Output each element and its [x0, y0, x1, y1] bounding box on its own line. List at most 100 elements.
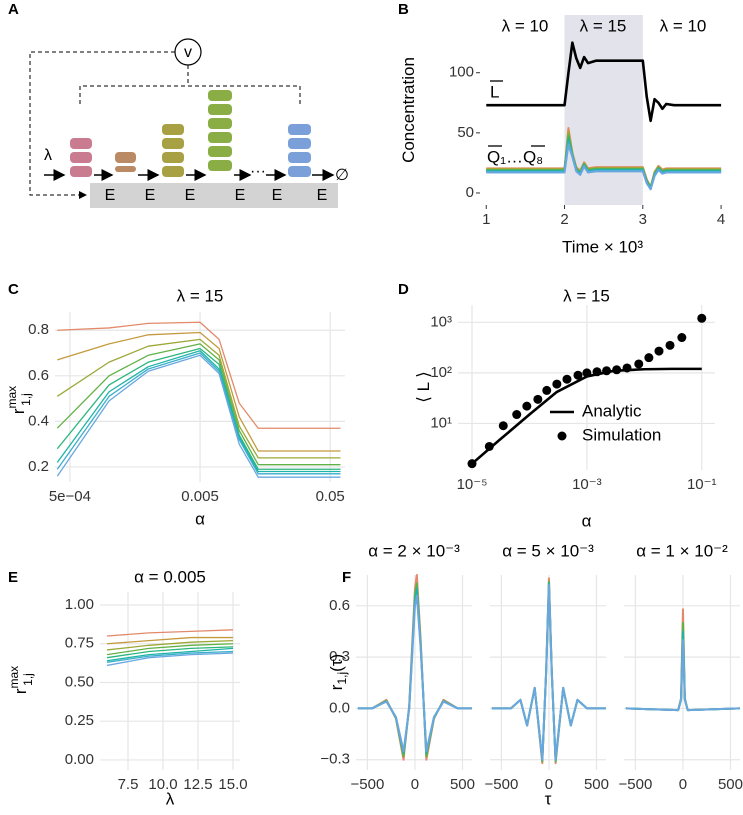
- input-label: λ: [44, 147, 52, 164]
- line: [106, 643, 234, 656]
- x-tick-label: 12.5: [183, 776, 212, 793]
- x-tick-label: 15.0: [218, 776, 247, 793]
- x-tick-label: −500: [485, 776, 519, 793]
- x-tick-label: 10⁻⁵: [457, 476, 488, 493]
- line: [106, 639, 234, 651]
- point: [522, 401, 532, 411]
- enzyme-label: E: [185, 187, 196, 204]
- line: [491, 584, 606, 761]
- diagram: v E E E E E E λ ··· ∅: [29, 38, 349, 208]
- y-tick-label: 100: [449, 64, 474, 81]
- line: [486, 41, 722, 123]
- y-axis-label: rmax1,j: [7, 666, 35, 694]
- x-tick-label: −500: [619, 776, 653, 793]
- y-tick-label: 0.25: [65, 712, 94, 729]
- chart-title: λ = 15: [563, 286, 610, 305]
- point: [582, 368, 592, 378]
- x-axis-label: α: [195, 509, 205, 528]
- panel-label: F: [342, 569, 351, 586]
- annotation: L: [490, 82, 499, 101]
- x-tick-label: 0.005: [181, 488, 219, 505]
- point: [542, 385, 552, 395]
- y-axis-label-part: max: [7, 666, 21, 689]
- line: [56, 343, 341, 466]
- x-tick-label: 4: [717, 211, 725, 228]
- line: [56, 352, 341, 475]
- x-tick-label: 500: [584, 776, 609, 793]
- y-tick-label: 0.75: [65, 635, 94, 652]
- point: [654, 346, 664, 356]
- y-axis-label-part: r: [9, 408, 28, 414]
- x-tick-label: 1: [482, 211, 490, 228]
- enzyme-bar: [90, 183, 338, 208]
- y-axis-label-part: max: [5, 386, 19, 409]
- point: [602, 366, 612, 376]
- y-axis-label: Concentration: [399, 57, 418, 163]
- x-tick-label: 5e−04: [49, 488, 91, 505]
- line: [106, 636, 233, 645]
- line: [106, 629, 234, 637]
- x-tick-label: 0.05: [316, 488, 345, 505]
- point: [533, 394, 543, 404]
- y-tick-label: 0.00: [65, 751, 94, 768]
- panel-label: B: [398, 1, 409, 18]
- point: [467, 459, 477, 469]
- y-tick-label: 0.50: [65, 673, 94, 690]
- line: [56, 338, 341, 459]
- point: [697, 313, 707, 323]
- x-tick-label: 2: [560, 211, 568, 228]
- x-tick-label: 500: [450, 776, 475, 793]
- annotation: λ = 10: [502, 16, 549, 35]
- x-tick-label: 7.5: [118, 776, 139, 793]
- panel-label: C: [8, 281, 19, 298]
- panel-label: A: [8, 1, 19, 18]
- x-tick-label: 10⁻³: [572, 476, 602, 493]
- point: [644, 353, 654, 363]
- x-tick-label: 10⁻¹: [687, 476, 717, 493]
- point: [498, 421, 508, 431]
- feedback-bracket: [79, 65, 301, 104]
- enzyme-label: E: [317, 187, 328, 204]
- chart-title: α = 0.005: [134, 567, 206, 586]
- y-axis-label-part: (τ): [327, 654, 346, 672]
- x-tick-label: 0: [411, 776, 419, 793]
- x-tick-label: 3: [639, 211, 647, 228]
- y-tick-label: 0.0: [329, 699, 350, 716]
- enzyme-label: E: [145, 187, 156, 204]
- y-tick-label: 0.2: [28, 458, 49, 475]
- x-tick-label: 10.0: [148, 776, 177, 793]
- line: [57, 321, 341, 429]
- line: [106, 647, 234, 662]
- y-tick-label: 0.6: [329, 597, 350, 614]
- x-axis-label: τ: [545, 789, 552, 808]
- y-axis-label-part: ⟨ L ⟩: [414, 371, 433, 403]
- x-axis-label: Time × 10³: [562, 237, 643, 256]
- y-axis-label: ⟨ L ⟩: [414, 371, 433, 403]
- annotation: λ = 15: [580, 16, 627, 35]
- y-tick-label: 0.6: [28, 367, 49, 384]
- chart-title: λ = 15: [177, 286, 224, 305]
- shaded-region: [564, 15, 643, 205]
- y-axis-label-part: Concentration: [399, 57, 418, 163]
- ellipsis: ···: [250, 163, 266, 180]
- point: [562, 374, 572, 384]
- line: [625, 639, 741, 712]
- y-axis-label: r1,j(τ): [327, 654, 349, 690]
- line: [57, 331, 341, 452]
- legend-label: Analytic: [582, 401, 642, 420]
- point: [612, 365, 622, 375]
- y-tick-label: −0.3: [320, 751, 350, 768]
- y-axis-label-part: 1,j: [19, 393, 33, 406]
- feedback-line: [29, 51, 175, 199]
- y-tick-label: 10¹: [430, 414, 452, 431]
- line: [56, 354, 341, 478]
- y-axis-label: rmax1,j: [5, 386, 33, 414]
- point: [622, 363, 632, 373]
- enzyme-label: E: [235, 187, 246, 204]
- chart-title: α = 5 × 10⁻³: [502, 541, 594, 560]
- y-axis-label-part: 1,j: [21, 673, 35, 686]
- x-axis-label: α: [582, 511, 592, 530]
- y-tick-label: 10³: [430, 313, 452, 330]
- point: [634, 359, 644, 369]
- x-tick-label: 0: [545, 776, 553, 793]
